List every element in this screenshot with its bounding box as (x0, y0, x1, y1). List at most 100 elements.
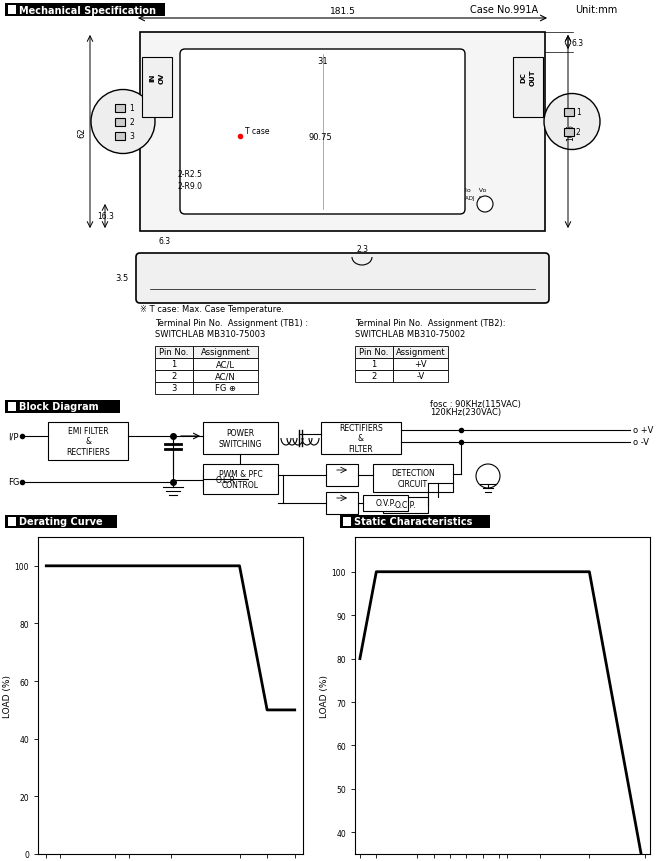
Text: SWITCHLAB MB310-75003: SWITCHLAB MB310-75003 (155, 330, 265, 338)
Bar (343, 517, 351, 526)
Bar (142, 58, 172, 118)
Bar (326, 492, 358, 514)
Text: Block Diagram: Block Diagram (19, 402, 98, 412)
Bar (193, 347, 258, 358)
Text: 2: 2 (576, 127, 581, 137)
Text: 2-R9.0: 2-R9.0 (177, 182, 202, 191)
Bar (393, 370, 448, 382)
Bar (5, 516, 117, 529)
Text: RECTIFIERS
&
FILTER: RECTIFIERS & FILTER (339, 424, 383, 454)
Text: 2: 2 (172, 372, 177, 381)
Text: DC: DC (520, 72, 526, 84)
Text: T case: T case (245, 127, 269, 136)
Bar (203, 423, 278, 455)
Text: -V: -V (416, 372, 425, 381)
Bar (340, 516, 490, 529)
Text: DETECTION
CIRCUIT: DETECTION CIRCUIT (391, 468, 435, 488)
Text: Pin No.: Pin No. (159, 348, 189, 357)
Text: 16.3: 16.3 (97, 213, 114, 221)
Text: 2-R2.5: 2-R2.5 (177, 170, 202, 179)
Bar (393, 347, 448, 358)
Text: 1: 1 (129, 104, 134, 113)
Text: Derating Curve: Derating Curve (19, 517, 103, 527)
Text: 1: 1 (172, 360, 177, 369)
Bar (5, 4, 165, 17)
Bar (203, 473, 248, 488)
Text: FG: FG (8, 478, 19, 487)
Bar (355, 347, 393, 358)
Bar (383, 498, 428, 513)
Text: o -V: o -V (633, 438, 649, 447)
Text: OV: OV (159, 72, 165, 84)
Text: 31: 31 (317, 57, 328, 65)
Text: 181.5: 181.5 (330, 7, 356, 16)
Bar (355, 358, 393, 370)
Bar (8, 403, 16, 412)
Text: I/P: I/P (8, 432, 19, 441)
Bar (8, 6, 16, 15)
Text: 1: 1 (371, 360, 377, 369)
Text: Case No.991A: Case No.991A (470, 5, 538, 15)
Text: 2.3: 2.3 (356, 245, 368, 254)
Bar (326, 464, 358, 486)
Text: 90.75: 90.75 (308, 133, 332, 142)
Text: Static Characteristics: Static Characteristics (354, 517, 472, 527)
Bar (5, 400, 120, 413)
Bar (203, 464, 278, 494)
Text: 3: 3 (129, 132, 134, 141)
Bar (373, 464, 453, 492)
Text: EMI FILTER
&
RECTIFIERS: EMI FILTER & RECTIFIERS (66, 426, 110, 456)
Text: 16.6: 16.6 (567, 124, 576, 141)
Bar (193, 370, 258, 382)
Text: 3.5: 3.5 (115, 274, 129, 283)
Text: O.L.P.: O.L.P. (215, 476, 236, 485)
Y-axis label: LOAD (%): LOAD (%) (3, 674, 11, 717)
Bar (393, 358, 448, 370)
Bar (155, 347, 193, 358)
Bar (564, 108, 574, 116)
Circle shape (544, 95, 600, 151)
Text: Terminal Pin No.  Assignment (TB2):: Terminal Pin No. Assignment (TB2): (355, 319, 505, 328)
Circle shape (476, 464, 500, 488)
Text: AC/L: AC/L (216, 360, 235, 369)
Text: Pin No.: Pin No. (359, 348, 389, 357)
Bar (140, 33, 545, 232)
Bar (115, 118, 125, 127)
Circle shape (91, 90, 155, 154)
Text: 3: 3 (172, 384, 177, 393)
Text: 2: 2 (371, 372, 377, 381)
Text: SWITCHLAB MB310-75002: SWITCHLAB MB310-75002 (355, 330, 465, 338)
Text: Terminal Pin No.  Assignment (TB1) :: Terminal Pin No. Assignment (TB1) : (155, 319, 308, 328)
Bar (193, 382, 258, 394)
Bar (155, 358, 193, 370)
Circle shape (477, 197, 493, 213)
Text: FG ⊕: FG ⊕ (215, 384, 236, 393)
Text: OUT: OUT (530, 70, 536, 86)
Text: O.C.P.: O.C.P. (395, 501, 416, 510)
Bar (513, 58, 543, 118)
Text: Assignment: Assignment (396, 348, 446, 357)
Bar (48, 423, 128, 461)
Bar (115, 104, 125, 113)
Text: o +V: o +V (633, 426, 653, 435)
FancyBboxPatch shape (136, 254, 549, 304)
Bar (564, 128, 574, 136)
Text: 2: 2 (129, 118, 134, 127)
Bar (155, 370, 193, 382)
Text: O.V.P.: O.V.P. (375, 499, 396, 508)
Text: 1: 1 (576, 108, 581, 117)
Text: +V: +V (414, 360, 427, 369)
Text: IN: IN (149, 74, 155, 82)
Bar (115, 133, 125, 140)
Text: PWM & PFC
CONTROL: PWM & PFC CONTROL (218, 470, 263, 489)
Bar (155, 382, 193, 394)
Bar (363, 495, 408, 511)
Text: Io    Vo: Io Vo (465, 188, 486, 193)
Bar (355, 370, 393, 382)
Bar (321, 423, 401, 455)
Text: Mechanical Specification: Mechanical Specification (19, 5, 156, 15)
Text: 6.3: 6.3 (571, 39, 583, 47)
Bar (193, 358, 258, 370)
Text: ※ T case: Max. Case Temperature.: ※ T case: Max. Case Temperature. (140, 305, 284, 313)
Bar (8, 517, 16, 526)
